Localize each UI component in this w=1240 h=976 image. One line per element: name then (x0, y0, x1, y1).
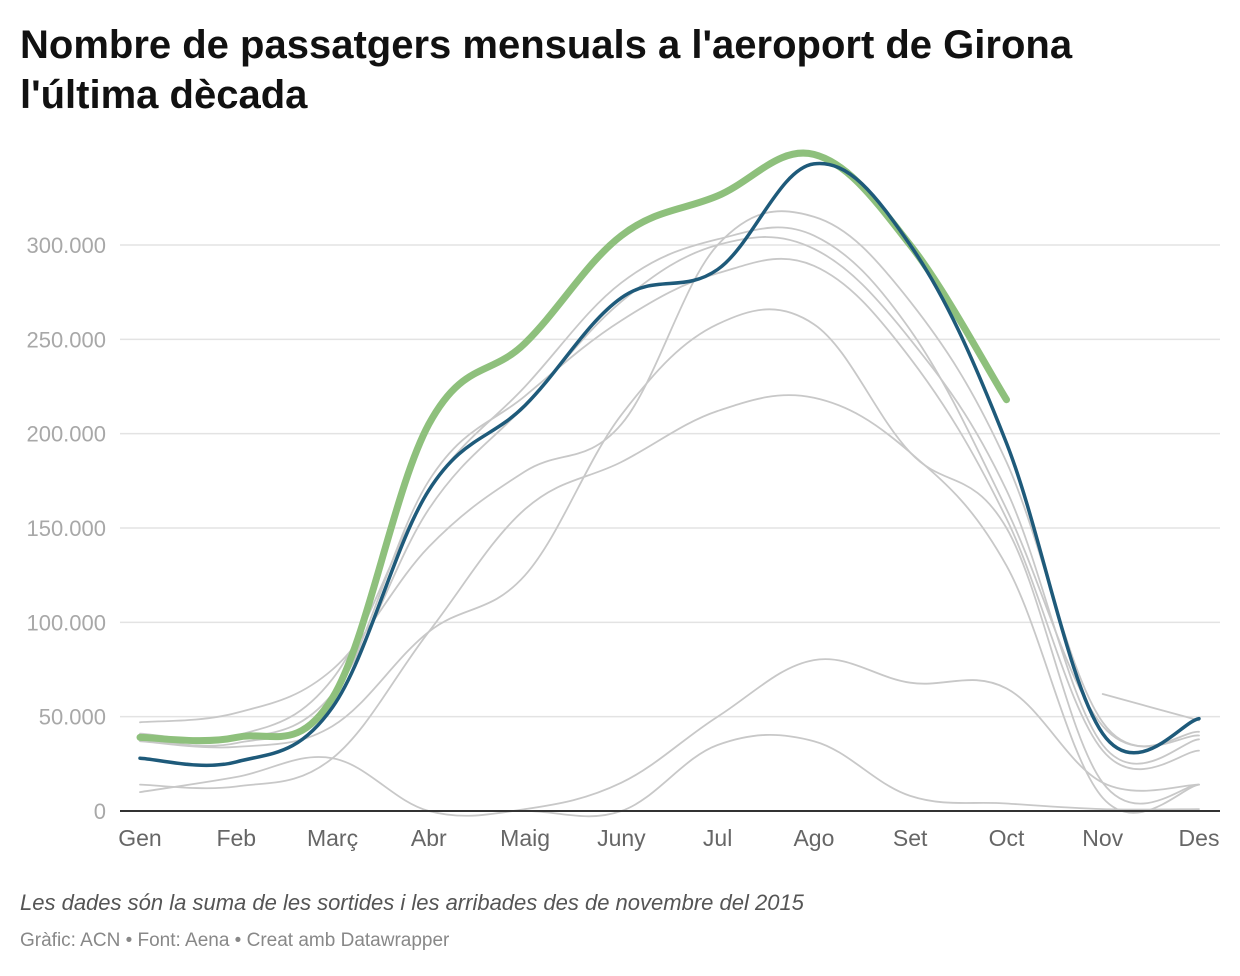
x-axis-ticks: Gen Feb Març Abr Maig Juny Jul Ago Set Oct Nov Des (118, 825, 1219, 851)
series-line-background (139, 308, 1200, 805)
x-tick-label: Abr (411, 825, 447, 851)
x-tick-label: Gen (118, 825, 161, 851)
y-tick-label: 0 (94, 799, 106, 824)
y-axis-ticks: 0 50.000 100.000 150.000 200.000 250.000 300.0… (26, 233, 106, 824)
series-line-background (139, 226, 1200, 748)
chart-credit: Gràfic: ACN • Font: Aena • Creat amb Dat… (20, 930, 450, 951)
series-line-background (1101, 693, 1200, 722)
highlight-series (136, 149, 1201, 768)
y-tick-label: 200.000 (26, 422, 106, 447)
x-tick-label: Nov (1082, 825, 1123, 851)
series-line-background (139, 734, 1200, 818)
series-line-background (139, 658, 1200, 817)
series-line-background (139, 236, 1200, 765)
y-tick-label: 50.000 (39, 705, 106, 730)
y-tick-label: 100.000 (26, 610, 106, 635)
x-tick-label: Jul (703, 825, 732, 851)
chart-title: Nombre de passatgers mensuals a l'aeropo… (20, 23, 1073, 117)
y-tick-label: 250.000 (26, 327, 106, 352)
x-tick-label: Maig (500, 825, 550, 851)
x-tick-label: Març (307, 825, 358, 851)
x-tick-label: Feb (216, 825, 256, 851)
x-tick-label: Ago (793, 825, 834, 851)
series-line-previous-year (138, 161, 1201, 768)
x-tick-label: Set (893, 825, 928, 851)
chart-note: Les dades són la suma de les sortides i … (20, 890, 804, 915)
y-tick-label: 300.000 (26, 233, 106, 258)
line-chart: 0 50.000 100.000 150.000 200.000 250.000 300.0… (26, 149, 1220, 851)
y-tick-label: 150.000 (26, 516, 106, 541)
x-tick-label: Des (1179, 825, 1220, 851)
background-series (139, 210, 1200, 818)
x-tick-label: Oct (989, 825, 1025, 851)
grid-lines (120, 244, 1220, 718)
series-line-latest-year (136, 149, 1010, 745)
x-tick-label: Juny (597, 825, 646, 851)
